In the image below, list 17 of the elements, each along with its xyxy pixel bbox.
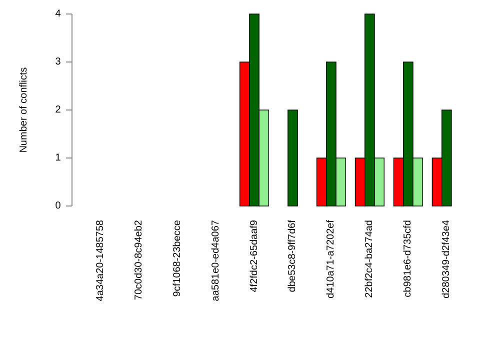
x-tick-label: 4f2fdc2-65daaf9 [248,220,260,292]
x-tick-label: 4a34a20-1485758 [94,220,106,302]
x-tick-label: d280349-d2f43e4 [441,220,452,298]
x-tick-label: 70c0d30-8c94eb2 [133,220,144,300]
y-axis-title: Number of conflicts [18,67,30,153]
x-tick-label: dbe53c8-9ff7d6f [287,220,298,292]
y-tick-label: 0 [55,200,62,212]
y-tick-label: 1 [55,152,62,164]
y-tick-label: 2 [55,104,62,116]
x-tick-label: aa581e0-ed4a067 [210,220,222,302]
y-tick-label: 3 [55,56,62,68]
bar [288,110,298,206]
x-tick-label: 9cf1068-23becce [172,220,183,297]
x-tick-label: d410a71-a7202ef [326,220,337,298]
y-tick-label: 4 [55,8,62,20]
x-tick-label: cb981e6-d735cfd [402,220,414,298]
x-tick-label: 22bf2c4-ba274ad [364,220,376,298]
